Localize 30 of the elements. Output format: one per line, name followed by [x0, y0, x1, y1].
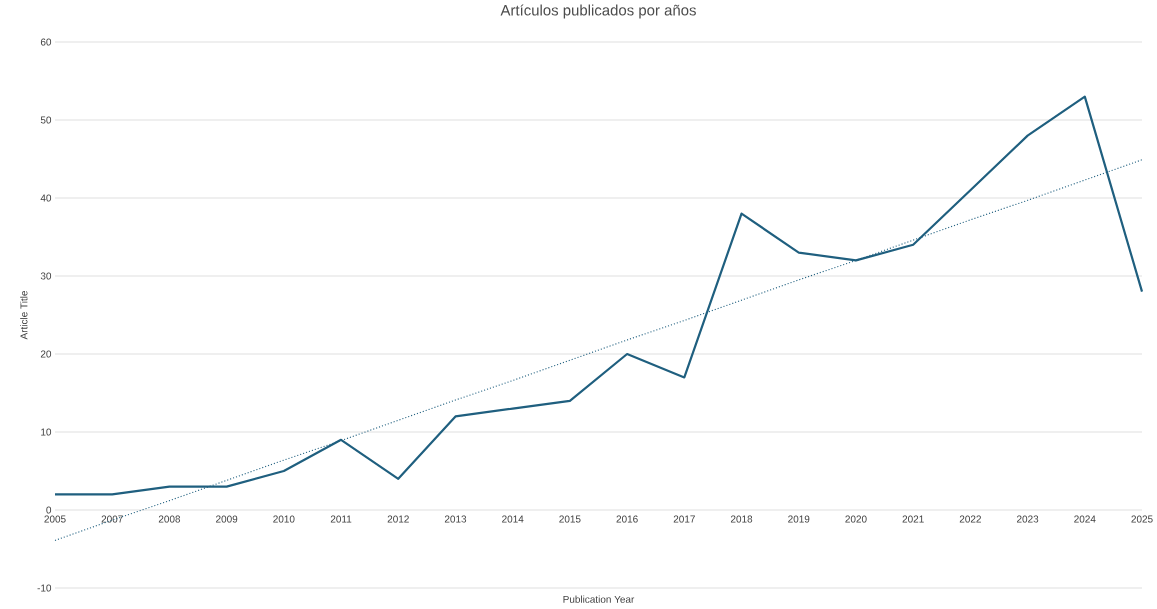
- y-tick-label: 30: [40, 272, 52, 280]
- y-tick-label: -10: [37, 584, 52, 592]
- y-tick-label: 0: [46, 506, 52, 514]
- x-tick-label: 2015: [559, 515, 581, 523]
- x-tick-label: 2005: [44, 515, 66, 523]
- x-tick-label: 2024: [1074, 515, 1096, 523]
- x-tick-label: 2009: [216, 515, 238, 523]
- x-tick-label: 2020: [845, 515, 867, 523]
- x-tick-label: 2019: [788, 515, 810, 523]
- y-axis-title: Article Title: [20, 291, 28, 340]
- x-tick-label: 2017: [673, 515, 695, 523]
- x-tick-label: 2008: [158, 515, 181, 523]
- x-tick-label: 2010: [273, 515, 295, 523]
- x-tick-label: 2012: [387, 515, 409, 523]
- x-tick-label: 2014: [502, 515, 524, 523]
- chart-title: Artículos publicados por años: [500, 4, 696, 19]
- x-tick-label: 2023: [1017, 515, 1039, 523]
- x-tick-label: 2025: [1131, 515, 1153, 523]
- y-tick-label: 10: [41, 428, 52, 436]
- x-tick-label: 2022: [959, 515, 981, 523]
- y-tick-label: 50: [40, 116, 52, 124]
- x-tick-label: 2011: [330, 515, 352, 523]
- x-tick-label: 2013: [444, 515, 467, 523]
- x-tick-label: 2021: [902, 515, 924, 523]
- x-tick-label: 2018: [730, 515, 753, 523]
- x-tick-label: 2016: [616, 515, 638, 523]
- y-tick-label: 40: [40, 194, 52, 202]
- y-tick-label: 20: [40, 350, 52, 358]
- x-axis-title: Publication Year: [563, 595, 635, 603]
- y-tick-label: 60: [40, 38, 52, 46]
